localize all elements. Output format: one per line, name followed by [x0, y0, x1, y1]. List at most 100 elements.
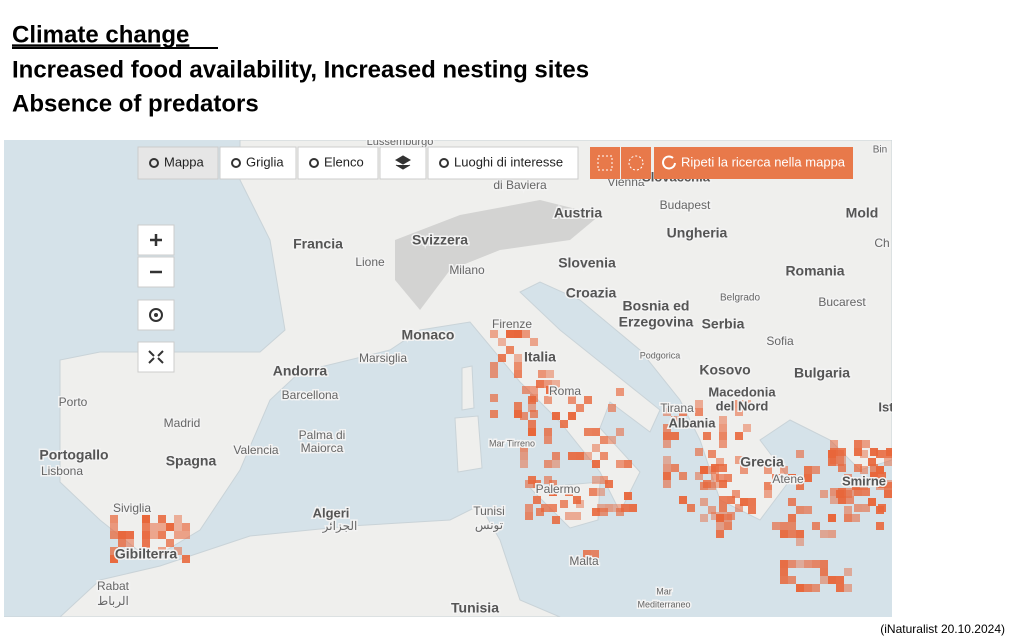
observation-cell — [584, 452, 592, 460]
observation-cell — [576, 404, 584, 412]
observation-cell — [796, 530, 804, 538]
select-rect-icon — [597, 155, 613, 171]
observation-cell — [796, 482, 804, 490]
observation-cell — [576, 452, 584, 460]
map-label: Palermo — [536, 482, 581, 496]
observation-cell — [844, 514, 852, 522]
observation-cell — [498, 338, 506, 346]
observation-cell — [886, 480, 892, 488]
observation-cell — [600, 508, 608, 516]
observation-cell — [860, 450, 868, 458]
observation-cell — [716, 474, 724, 482]
observation-cell — [854, 464, 862, 472]
view-button[interactable] — [427, 146, 579, 180]
select-circle-button[interactable] — [621, 147, 651, 179]
observation-cell — [724, 514, 732, 522]
observation-cell — [804, 474, 812, 482]
observation-cell — [679, 472, 687, 480]
observation-cell — [158, 547, 166, 555]
observation-cell — [110, 515, 118, 523]
view-button[interactable] — [297, 146, 379, 180]
observation-cell — [828, 514, 836, 522]
observation-cell — [711, 512, 719, 520]
layers-icon — [394, 155, 412, 170]
observation-cell — [854, 448, 862, 456]
observation-cell — [490, 394, 498, 402]
observation-cell — [608, 404, 616, 412]
observation-cell — [716, 514, 724, 522]
map-label: Portogallo — [39, 447, 108, 463]
observation-cell — [600, 452, 608, 460]
map-label: Rabat — [97, 579, 130, 593]
observation-cell — [549, 488, 557, 496]
observation-cell — [716, 458, 724, 466]
observation-cell — [700, 482, 708, 490]
observation-cell — [700, 466, 708, 474]
observation-cell — [878, 472, 886, 480]
land-sardinia — [454, 415, 483, 473]
observation-cell — [663, 464, 671, 472]
observation-cell — [740, 498, 748, 506]
observation-cell — [616, 460, 624, 468]
observation-cell — [703, 432, 711, 440]
observation-cell — [836, 576, 844, 584]
map-label: Francia — [293, 236, 343, 252]
map-label: الجزائر — [322, 519, 358, 533]
observation-cell — [549, 504, 557, 512]
observation-cell — [663, 408, 671, 416]
search-button[interactable] — [654, 147, 853, 179]
observation-cell — [514, 410, 522, 418]
observation-cell — [525, 504, 533, 512]
map-label: Mold — [846, 205, 879, 221]
observation-cell — [600, 436, 608, 444]
map-label: Grecia — [740, 454, 784, 470]
observation-cell — [854, 504, 862, 512]
observation-cell — [126, 547, 134, 555]
observation-cell — [735, 432, 743, 440]
observation-cell — [828, 530, 836, 538]
observation-cell — [597, 504, 605, 512]
observation-cell — [573, 496, 581, 504]
observation-cell — [536, 380, 544, 388]
select-rect-button[interactable] — [590, 147, 620, 179]
heading: Climate change — [12, 21, 189, 48]
observation-cell — [764, 482, 772, 490]
map-label: Bucarest — [818, 295, 866, 309]
observation-cell — [530, 386, 538, 394]
map-label: Mar — [656, 586, 672, 596]
observation-cell — [796, 450, 804, 458]
observation-cell — [870, 472, 878, 480]
observation-cell — [560, 500, 568, 508]
observation-cell — [490, 370, 498, 378]
observation-cell — [836, 458, 844, 466]
observation-cell — [878, 480, 886, 488]
observation-cell — [522, 330, 530, 338]
observation-cell — [544, 428, 552, 436]
observation-cell — [780, 560, 788, 568]
observation-cell — [860, 482, 868, 490]
observation-cell — [878, 504, 886, 512]
observation-cell — [764, 490, 772, 498]
view-button[interactable] — [137, 146, 219, 180]
observation-cell — [565, 488, 573, 496]
search-label: Ripeti la ricerca nella mappa — [681, 154, 846, 169]
observation-cell — [592, 508, 600, 516]
observation-cell — [166, 523, 174, 531]
observation-cell — [743, 424, 751, 432]
observation-cell — [568, 452, 576, 460]
land-africa — [4, 504, 561, 617]
observation-cell — [862, 440, 870, 448]
map-label: Ungheria — [667, 225, 728, 241]
locate-icon — [149, 308, 163, 322]
observation-cell — [514, 362, 522, 370]
observation-cell — [520, 452, 528, 460]
observation-cell — [583, 550, 591, 558]
observation-cell — [719, 464, 727, 472]
observation-cell — [592, 444, 600, 452]
button-icon — [439, 158, 449, 168]
button-icon — [309, 158, 319, 168]
fullscreen[interactable] — [137, 341, 175, 373]
zoom-out[interactable] — [137, 256, 175, 288]
observation-cell — [780, 568, 788, 576]
